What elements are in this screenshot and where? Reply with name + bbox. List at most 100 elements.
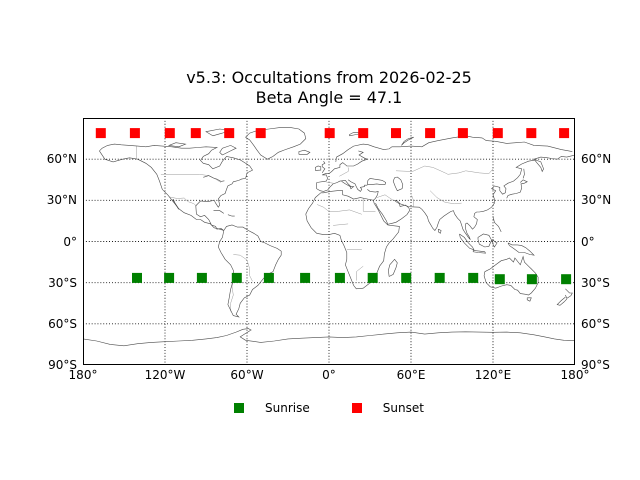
legend-item-sunrise: Sunrise: [234, 401, 310, 415]
country-border-line: [395, 165, 449, 175]
coastline: [172, 198, 179, 210]
legend-item-sunset: Sunset: [351, 401, 424, 415]
coastline: [507, 242, 535, 256]
occultation-marker-sunrise: [561, 274, 572, 285]
occultation-marker-sunset: [391, 128, 401, 139]
x-tick-label: 120°W: [144, 368, 186, 382]
country-border-line: [376, 194, 394, 201]
y-tick-label-right: 0°: [581, 234, 595, 249]
occultation-marker-sunrise: [367, 272, 378, 283]
coastline: [305, 190, 400, 290]
occultation-marker-sunset: [95, 128, 106, 139]
map-plot-area: [83, 118, 575, 365]
coastline: [394, 154, 575, 240]
coastline: [219, 145, 237, 156]
country-border-line: [429, 190, 462, 205]
country-border-line: [356, 266, 364, 281]
coastline: [477, 233, 492, 248]
y-tick-label-right: 60°S: [581, 316, 610, 331]
occultation-marker-sunrise: [263, 272, 274, 283]
y-tick-label-left: 30°N: [46, 193, 77, 208]
coastline: [388, 258, 398, 277]
occultation-marker-sunrise: [231, 272, 242, 283]
y-tick-label-left: 30°S: [48, 275, 77, 290]
occultation-marker-sunset: [559, 128, 570, 139]
plot-title-line1: v5.3: Occultations from 2026-02-25: [186, 68, 472, 87]
occultation-marker-sunset: [492, 128, 503, 139]
y-tick-label-left: 60°N: [46, 152, 77, 167]
coastline: [227, 214, 235, 217]
occultation-marker-sunset: [164, 128, 175, 139]
coastline: [375, 200, 410, 225]
y-tick-label-right: 30°S: [581, 275, 610, 290]
coastline: [203, 175, 225, 182]
country-border-line: [411, 195, 414, 207]
coastline: [401, 136, 414, 146]
coastline: [472, 250, 487, 254]
country-border-line: [169, 196, 197, 207]
y-tick-label-right: 90°S: [581, 358, 610, 372]
coastline: [526, 297, 532, 302]
legend-label-sunrise: Sunrise: [265, 401, 310, 415]
country-border-line: [362, 198, 376, 212]
plot-border: [83, 118, 575, 365]
x-tick-label: 180°: [68, 368, 98, 382]
occultation-marker-sunrise: [526, 274, 537, 285]
coastline: [492, 216, 502, 233]
coastline: [316, 150, 369, 183]
occultation-marker-sunrise: [334, 272, 345, 283]
occultation-marker-sunrise: [300, 272, 311, 283]
legend-label-sunset: Sunset: [382, 401, 424, 415]
occultation-marker-sunset: [224, 128, 235, 139]
y-tick-label-right: 30°N: [581, 193, 612, 208]
coastline: [392, 176, 404, 192]
coastline: [99, 143, 253, 231]
world-map-svg: [83, 118, 575, 365]
plot-title: v5.3: Occultations from 2026-02-25 Beta …: [70, 68, 588, 108]
occultation-marker-sunset: [358, 128, 369, 139]
country-border-line: [328, 209, 350, 212]
occultation-marker-sunset: [129, 128, 140, 139]
legend: Sunrise Sunset: [83, 400, 575, 416]
occultation-marker-sunrise: [494, 274, 505, 285]
coastline: [556, 296, 568, 306]
coastline: [565, 288, 573, 299]
occultation-marker-sunset: [526, 128, 537, 139]
coastline: [367, 178, 387, 185]
y-tick-label-left: 0°: [63, 234, 77, 249]
occultation-marker-sunset: [457, 128, 468, 139]
country-border-line: [160, 174, 222, 183]
country-border-line: [317, 204, 330, 212]
occultation-marker-sunset: [425, 128, 436, 139]
coastline: [483, 255, 539, 296]
country-border-line: [339, 171, 349, 177]
x-tick-label: 0°: [322, 368, 336, 382]
y-tick-label-right: 60°N: [581, 152, 612, 167]
occultation-marker-sunset: [324, 128, 335, 139]
coastline: [316, 180, 355, 192]
coastline: [298, 149, 311, 155]
country-border-line: [333, 223, 349, 226]
coastline: [459, 233, 475, 251]
coastline: [213, 210, 224, 214]
coastline: [245, 127, 307, 160]
country-border-line: [347, 167, 350, 172]
x-tick-label: 60°E: [396, 368, 426, 382]
occultation-marker-sunset: [255, 128, 266, 139]
coastline: [491, 238, 498, 248]
country-border-line: [447, 168, 494, 175]
sunrise-legend-swatch: [234, 403, 245, 413]
sunset-legend-swatch: [351, 403, 362, 413]
occultation-marker-sunrise: [132, 272, 142, 283]
coastline: [367, 189, 379, 201]
occultation-marker-sunset: [190, 128, 201, 139]
coastline: [506, 179, 528, 199]
coastline: [167, 142, 187, 148]
plot-title-line2: Beta Angle = 47.1: [255, 88, 403, 107]
country-border-line: [233, 254, 253, 282]
coastline: [83, 328, 575, 347]
coastline: [315, 165, 322, 171]
x-tick-label: 120°E: [474, 368, 512, 382]
occultation-marker-sunrise: [164, 272, 175, 283]
